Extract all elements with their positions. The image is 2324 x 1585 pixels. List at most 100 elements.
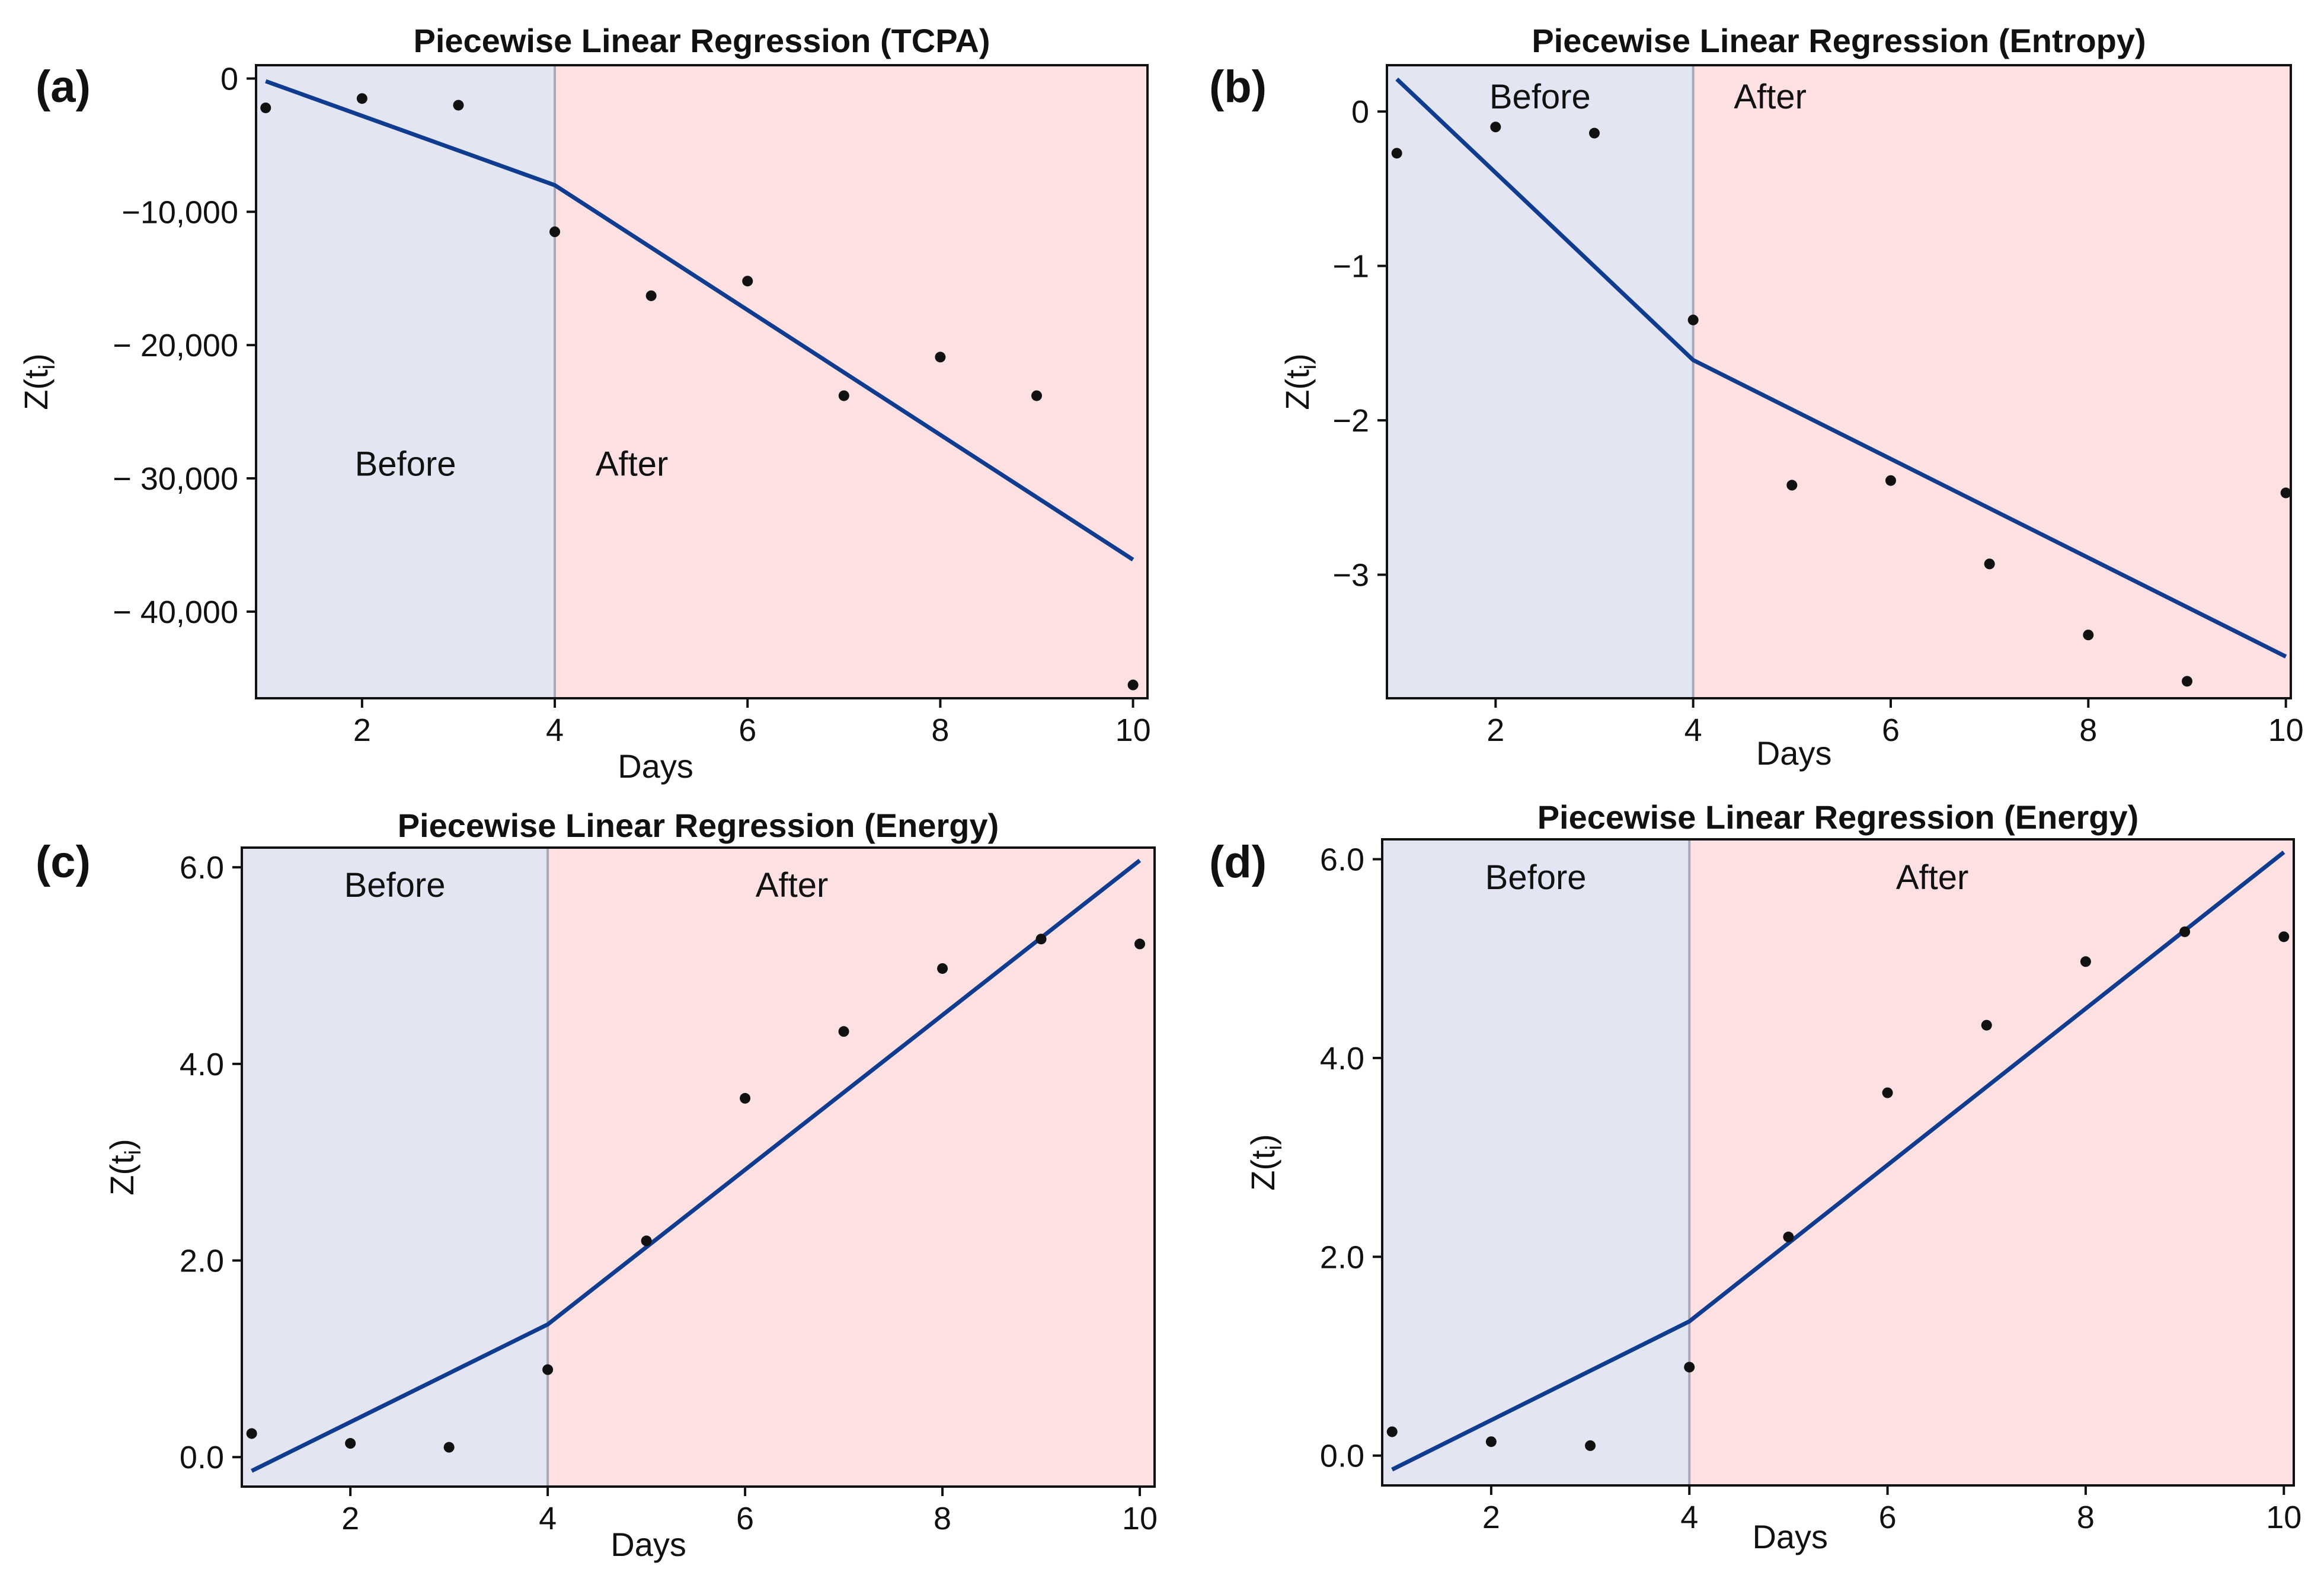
data-point (1687, 314, 1699, 325)
y-axis-label-close: ) (17, 353, 55, 365)
x-tick-label: 10 (1122, 1501, 1158, 1536)
y-axis-label-close: ) (103, 1139, 140, 1150)
y-axis-label-main: Z(t (103, 1155, 140, 1196)
y-tick-label: − 40,000 (113, 595, 238, 630)
y-axis-label: Z(ti) (1278, 353, 1321, 410)
x-tick-label: 2 (1482, 1500, 1500, 1535)
y-axis-label-subscript: i (121, 1150, 146, 1155)
before-region (1387, 65, 1693, 698)
data-point (1981, 1020, 1992, 1031)
x-axis-label: Days (1756, 734, 1832, 772)
plot-frame (255, 64, 1149, 699)
y-axis-label-close: ) (1278, 353, 1316, 365)
data-point (1031, 390, 1043, 401)
y-axis-label-main: Z(t (1244, 1150, 1281, 1191)
x-tick-label: 8 (931, 712, 949, 748)
data-point (742, 276, 753, 287)
regression-fit-line (251, 858, 1142, 1473)
after-label: After (1896, 858, 1969, 897)
x-tick-label: 8 (2077, 1500, 2095, 1535)
data-point (2083, 629, 2094, 641)
data-point (1885, 475, 1896, 486)
plot-frame (1381, 838, 2295, 1487)
x-tick-label: 2 (341, 1501, 359, 1536)
data-point (356, 93, 367, 104)
y-axis-label: Z(ti) (103, 1139, 146, 1196)
before-label: Before (355, 445, 456, 484)
y-tick-label: 4.0 (180, 1047, 224, 1082)
x-axis-label: Days (610, 1526, 686, 1563)
after-region (1693, 65, 2291, 698)
y-tick-label: 0.0 (180, 1440, 224, 1475)
data-point (1035, 934, 1047, 945)
data-point (1386, 1426, 1398, 1437)
y-axis-label-subscript: i (35, 365, 60, 369)
data-point (1127, 679, 1139, 691)
chart-panel-c: Before After 2 4 6 8 10 0.0 2.0 4.0 6.0 Piecewise L… (36, 807, 1158, 1563)
y-tick-label: − 20,000 (113, 328, 238, 363)
data-point (246, 1428, 257, 1439)
x-tick-label: 8 (2079, 712, 2097, 748)
before-label: Before (1485, 858, 1587, 897)
y-tick-label: −10,000 (122, 194, 238, 230)
y-tick-label: −3 (1332, 558, 1369, 593)
data-point (549, 226, 561, 238)
panel-label: (d) (1209, 837, 1267, 887)
data-point (2179, 926, 2191, 937)
x-axis-label: Days (618, 747, 693, 785)
plot-frame (1386, 64, 2292, 699)
regression-fit-line (265, 79, 1134, 562)
panel-label: (a) (36, 62, 91, 112)
y-tick-label: −1 (1332, 249, 1369, 285)
y-tick-label: 2.0 (180, 1244, 224, 1279)
data-point (1783, 1231, 1794, 1242)
data-point (443, 1442, 455, 1453)
after-region (555, 65, 1147, 698)
regression-fit-line (1391, 851, 2285, 1472)
after-label: After (756, 866, 829, 905)
after-label: After (596, 445, 669, 484)
after-region (548, 848, 1155, 1487)
data-point (2280, 487, 2291, 498)
data-point (260, 102, 271, 113)
data-point (1485, 1436, 1497, 1447)
x-axis-label: Days (1752, 1518, 1828, 1555)
data-point (1490, 122, 1501, 133)
before-label: Before (1489, 78, 1591, 116)
chart-title: Piecewise Linear Regression (Energy) (398, 807, 999, 844)
data-point (453, 100, 464, 111)
data-point (838, 1026, 849, 1037)
y-tick-label: 0 (220, 61, 238, 97)
y-axis-label: Z(ti) (1244, 1134, 1287, 1191)
data-point (2182, 676, 2192, 687)
y-tick-label: − 30,000 (113, 461, 238, 497)
x-tick-label: 4 (546, 712, 564, 748)
data-point (1684, 1362, 1695, 1373)
x-tick-label: 6 (739, 712, 756, 748)
data-point (645, 290, 657, 301)
x-tick-label: 4 (1684, 712, 1702, 748)
panel-label: (c) (36, 837, 91, 887)
data-point (1786, 480, 1798, 491)
after-label: After (1734, 78, 1807, 116)
data-point (641, 1235, 652, 1247)
data-point (2080, 956, 2091, 967)
data-point (935, 351, 946, 363)
panel-label: (b) (1209, 62, 1267, 112)
chart-title: Piecewise Linear Regression (Entropy) (1532, 22, 2146, 59)
x-tick-label: 4 (539, 1501, 557, 1536)
data-point (1391, 148, 1402, 159)
x-tick-label: 10 (2268, 712, 2304, 748)
before-region (1382, 839, 1690, 1485)
data-point (2278, 931, 2290, 942)
data-point (740, 1092, 751, 1104)
x-tick-label: 2 (353, 712, 371, 748)
y-axis-label-main: Z(t (1278, 369, 1316, 410)
y-tick-label: 6.0 (180, 850, 224, 886)
x-tick-label: 10 (2266, 1500, 2301, 1535)
before-region (242, 848, 548, 1487)
data-point (1589, 127, 1600, 139)
x-tick-label: 6 (736, 1501, 754, 1536)
